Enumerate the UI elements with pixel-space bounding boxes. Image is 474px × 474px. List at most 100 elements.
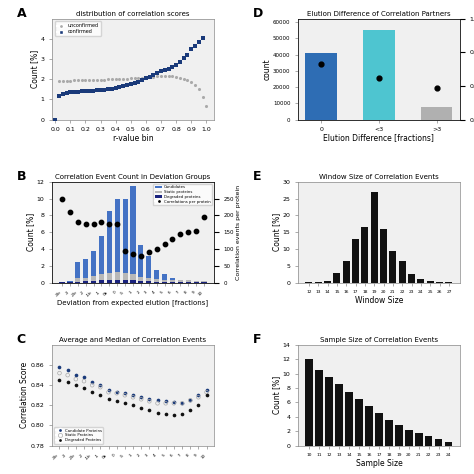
Point xyxy=(186,396,194,404)
Point xyxy=(165,72,173,80)
Bar xyxy=(418,279,424,283)
Point xyxy=(170,400,178,407)
Y-axis label: Count [%]: Count [%] xyxy=(26,213,35,251)
Point xyxy=(88,382,96,389)
Point xyxy=(195,86,202,93)
Bar xyxy=(186,282,191,283)
Point xyxy=(97,382,104,389)
Bar xyxy=(162,280,167,283)
Point xyxy=(129,250,137,258)
Bar xyxy=(436,282,443,283)
Point xyxy=(203,392,210,399)
Bar xyxy=(375,413,383,446)
Point xyxy=(59,77,66,85)
Bar xyxy=(363,30,395,119)
Point xyxy=(105,395,112,403)
Title: Average and Median of Correlation Events: Average and Median of Correlation Events xyxy=(59,337,207,343)
Bar xyxy=(193,282,199,283)
Point xyxy=(161,240,168,248)
Bar xyxy=(390,251,396,283)
Bar xyxy=(75,278,81,283)
Bar xyxy=(178,282,183,283)
Bar xyxy=(83,259,88,283)
Point xyxy=(93,87,100,94)
Point xyxy=(135,78,142,85)
Point xyxy=(105,389,112,396)
Point xyxy=(80,377,88,385)
Point xyxy=(138,74,146,82)
Point xyxy=(146,398,153,405)
Bar xyxy=(75,282,81,283)
Point xyxy=(195,392,202,399)
Point xyxy=(195,401,202,409)
Point xyxy=(200,213,208,221)
Point xyxy=(89,87,97,95)
Point xyxy=(74,219,82,226)
Point xyxy=(97,86,104,94)
Point xyxy=(113,220,121,228)
Point xyxy=(100,76,108,83)
Title: Elution Difference of Correlation Partners: Elution Difference of Correlation Partne… xyxy=(307,11,451,17)
Point xyxy=(176,230,184,238)
Bar xyxy=(325,377,333,446)
Bar xyxy=(355,399,363,446)
Point xyxy=(113,390,120,397)
Title: distribution of correlation scores: distribution of correlation scores xyxy=(76,11,190,17)
Point xyxy=(161,72,169,80)
Point xyxy=(74,76,82,84)
Point xyxy=(131,74,138,82)
Bar xyxy=(193,281,199,283)
Y-axis label: Correlation Score: Correlation Score xyxy=(20,362,29,428)
Point xyxy=(116,83,123,91)
Bar xyxy=(146,281,151,283)
Bar xyxy=(130,280,136,283)
Point xyxy=(153,245,161,253)
Bar xyxy=(343,261,350,283)
Bar xyxy=(352,239,359,283)
Point xyxy=(137,252,145,260)
Point xyxy=(56,376,64,384)
Point xyxy=(170,411,178,419)
Point xyxy=(51,116,59,123)
Text: C: C xyxy=(17,333,26,346)
Point xyxy=(162,410,170,418)
Y-axis label: Count [%]: Count [%] xyxy=(30,50,39,88)
Point xyxy=(131,79,138,87)
Point xyxy=(129,393,137,401)
Point xyxy=(191,42,199,50)
Point xyxy=(58,195,66,202)
Bar xyxy=(399,261,406,283)
Bar xyxy=(361,227,368,283)
Bar xyxy=(170,278,175,283)
Point xyxy=(195,38,202,46)
Point xyxy=(123,82,131,89)
Point xyxy=(55,92,63,100)
Point xyxy=(108,85,116,93)
Point xyxy=(88,389,96,396)
Point xyxy=(90,220,97,228)
Point xyxy=(154,396,161,404)
Point xyxy=(173,61,180,69)
Point xyxy=(80,384,88,392)
Point xyxy=(142,73,150,81)
Point xyxy=(157,72,165,80)
Point xyxy=(169,235,176,243)
Point xyxy=(88,378,96,386)
Point xyxy=(176,74,184,82)
Bar xyxy=(60,282,64,283)
X-axis label: r-value bin: r-value bin xyxy=(113,134,153,143)
Point xyxy=(80,374,88,381)
Bar xyxy=(186,281,191,283)
Bar xyxy=(170,280,175,283)
Text: E: E xyxy=(253,170,261,183)
X-axis label: Window Size: Window Size xyxy=(355,296,403,305)
Point xyxy=(100,86,108,94)
Bar xyxy=(75,262,81,283)
Bar xyxy=(425,436,432,446)
Point xyxy=(116,75,123,83)
Point xyxy=(157,67,165,75)
X-axis label: Elution Difference [fractions]: Elution Difference [fractions] xyxy=(323,134,434,143)
Point xyxy=(59,90,66,98)
Point xyxy=(145,248,153,256)
Bar xyxy=(83,278,88,283)
